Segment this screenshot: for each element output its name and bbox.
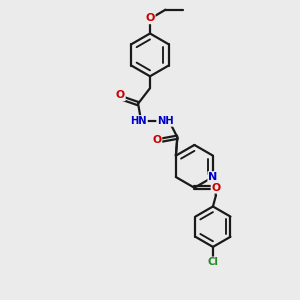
Text: O: O	[145, 13, 155, 23]
Text: N: N	[208, 172, 218, 182]
Text: O: O	[212, 183, 221, 193]
Text: O: O	[116, 90, 125, 100]
Text: HN: HN	[130, 116, 147, 126]
Text: NH: NH	[157, 116, 174, 126]
Text: Cl: Cl	[207, 257, 218, 267]
Text: O: O	[152, 135, 161, 145]
